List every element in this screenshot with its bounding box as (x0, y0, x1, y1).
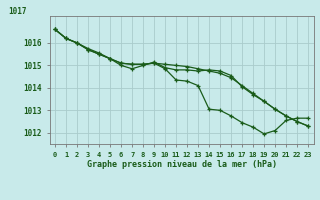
X-axis label: Graphe pression niveau de la mer (hPa): Graphe pression niveau de la mer (hPa) (87, 160, 276, 169)
Text: 1017: 1017 (9, 7, 27, 16)
